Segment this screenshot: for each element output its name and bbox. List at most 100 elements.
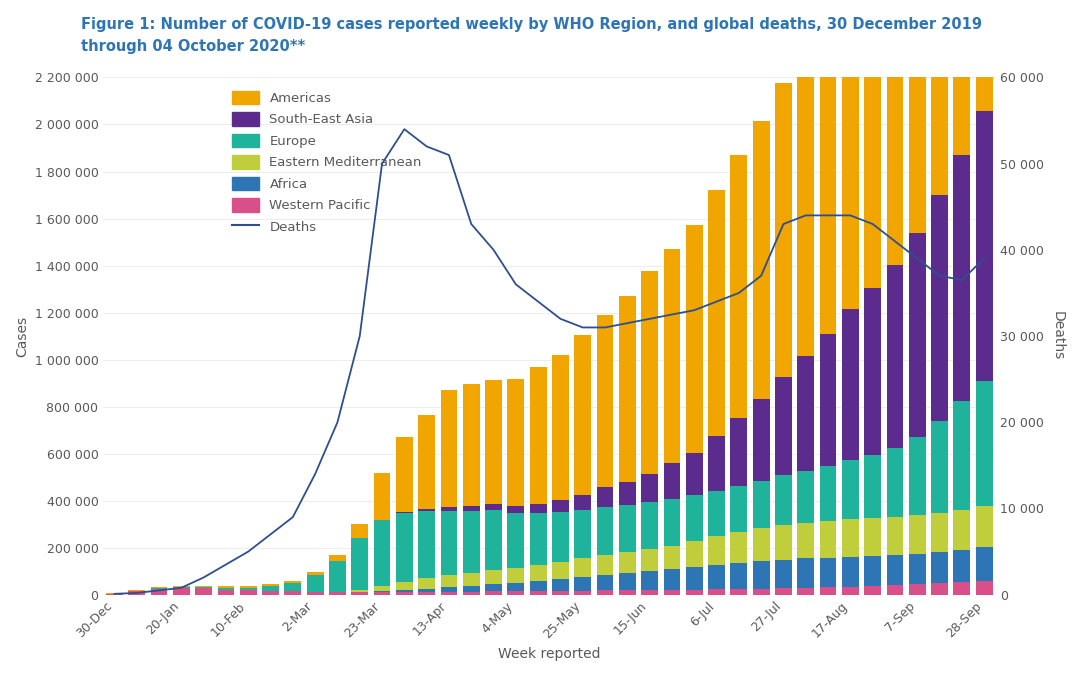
Bar bbox=[887, 516, 903, 555]
Bar bbox=[195, 585, 212, 587]
Bar bbox=[351, 589, 368, 592]
Bar bbox=[284, 592, 301, 595]
Bar bbox=[864, 288, 881, 454]
Bar bbox=[485, 510, 502, 571]
Bar bbox=[575, 510, 591, 558]
Bar bbox=[642, 549, 658, 571]
Bar bbox=[418, 415, 435, 509]
Bar bbox=[596, 575, 613, 590]
Bar bbox=[418, 589, 435, 592]
Bar bbox=[262, 586, 279, 591]
Bar bbox=[619, 590, 636, 595]
Y-axis label: Deaths: Deaths bbox=[1051, 312, 1065, 361]
Bar bbox=[374, 521, 390, 586]
Bar bbox=[730, 532, 747, 562]
Bar bbox=[686, 225, 703, 453]
Bar bbox=[842, 0, 859, 309]
Bar bbox=[887, 555, 903, 585]
Bar bbox=[619, 296, 636, 481]
Bar bbox=[374, 586, 390, 591]
Text: Figure 1: Number of COVID-19 cases reported weekly by WHO Region, and global dea: Figure 1: Number of COVID-19 cases repor… bbox=[81, 17, 982, 32]
Bar bbox=[151, 587, 167, 588]
Bar bbox=[931, 0, 948, 195]
Bar bbox=[441, 389, 457, 507]
Bar bbox=[976, 381, 993, 506]
Bar bbox=[663, 498, 680, 546]
Bar bbox=[463, 585, 480, 592]
Bar bbox=[775, 560, 792, 588]
Bar bbox=[485, 571, 502, 584]
Bar bbox=[485, 380, 502, 504]
Bar bbox=[931, 583, 948, 595]
Bar bbox=[820, 466, 836, 521]
Bar bbox=[708, 589, 725, 595]
Bar bbox=[730, 486, 747, 532]
Bar bbox=[753, 528, 770, 561]
Bar bbox=[864, 518, 881, 556]
Bar bbox=[909, 437, 926, 514]
Bar bbox=[575, 495, 591, 510]
Bar bbox=[642, 571, 658, 590]
Bar bbox=[820, 9, 836, 334]
Bar bbox=[842, 309, 859, 460]
Bar bbox=[931, 552, 948, 583]
Bar bbox=[396, 437, 413, 512]
Bar bbox=[508, 506, 524, 512]
Bar bbox=[441, 592, 457, 595]
Bar bbox=[619, 552, 636, 573]
Bar bbox=[619, 573, 636, 590]
Bar bbox=[217, 587, 234, 589]
Bar bbox=[217, 586, 234, 587]
Bar bbox=[642, 272, 658, 474]
Bar bbox=[686, 541, 703, 567]
Bar bbox=[307, 592, 324, 595]
Bar bbox=[708, 536, 725, 564]
Bar bbox=[663, 569, 680, 589]
Bar bbox=[887, 0, 903, 265]
Bar bbox=[329, 561, 346, 592]
Bar bbox=[530, 513, 546, 565]
Bar bbox=[596, 590, 613, 595]
Bar bbox=[530, 504, 546, 513]
Bar bbox=[619, 505, 636, 552]
Bar bbox=[708, 437, 725, 491]
Bar bbox=[686, 496, 703, 541]
Bar bbox=[730, 418, 747, 486]
Bar bbox=[418, 509, 435, 511]
Bar bbox=[351, 592, 368, 595]
Bar bbox=[619, 481, 636, 505]
Bar bbox=[418, 592, 435, 595]
Bar bbox=[418, 511, 435, 578]
Bar bbox=[351, 524, 368, 538]
Bar bbox=[663, 463, 680, 498]
Bar bbox=[708, 564, 725, 589]
Bar bbox=[909, 0, 926, 233]
Bar bbox=[775, 525, 792, 560]
Bar bbox=[842, 587, 859, 595]
Bar bbox=[775, 588, 792, 595]
Bar bbox=[864, 0, 881, 288]
Bar bbox=[441, 575, 457, 587]
Bar bbox=[374, 473, 390, 520]
Bar bbox=[753, 122, 770, 399]
Bar bbox=[552, 355, 569, 500]
Bar bbox=[508, 583, 524, 592]
Bar bbox=[575, 591, 591, 595]
Bar bbox=[552, 591, 569, 595]
Bar bbox=[954, 0, 970, 155]
Bar bbox=[686, 589, 703, 595]
Bar bbox=[262, 591, 279, 595]
Bar bbox=[485, 584, 502, 592]
Bar bbox=[887, 265, 903, 448]
Bar bbox=[976, 547, 993, 581]
Text: through 04 October 2020**: through 04 October 2020** bbox=[81, 39, 306, 54]
Bar bbox=[552, 512, 569, 562]
Bar bbox=[441, 587, 457, 592]
Bar bbox=[596, 555, 613, 575]
Bar bbox=[508, 379, 524, 506]
Bar bbox=[552, 562, 569, 579]
Bar bbox=[775, 83, 792, 377]
Bar bbox=[508, 512, 524, 568]
Bar bbox=[441, 507, 457, 511]
Bar bbox=[642, 474, 658, 502]
